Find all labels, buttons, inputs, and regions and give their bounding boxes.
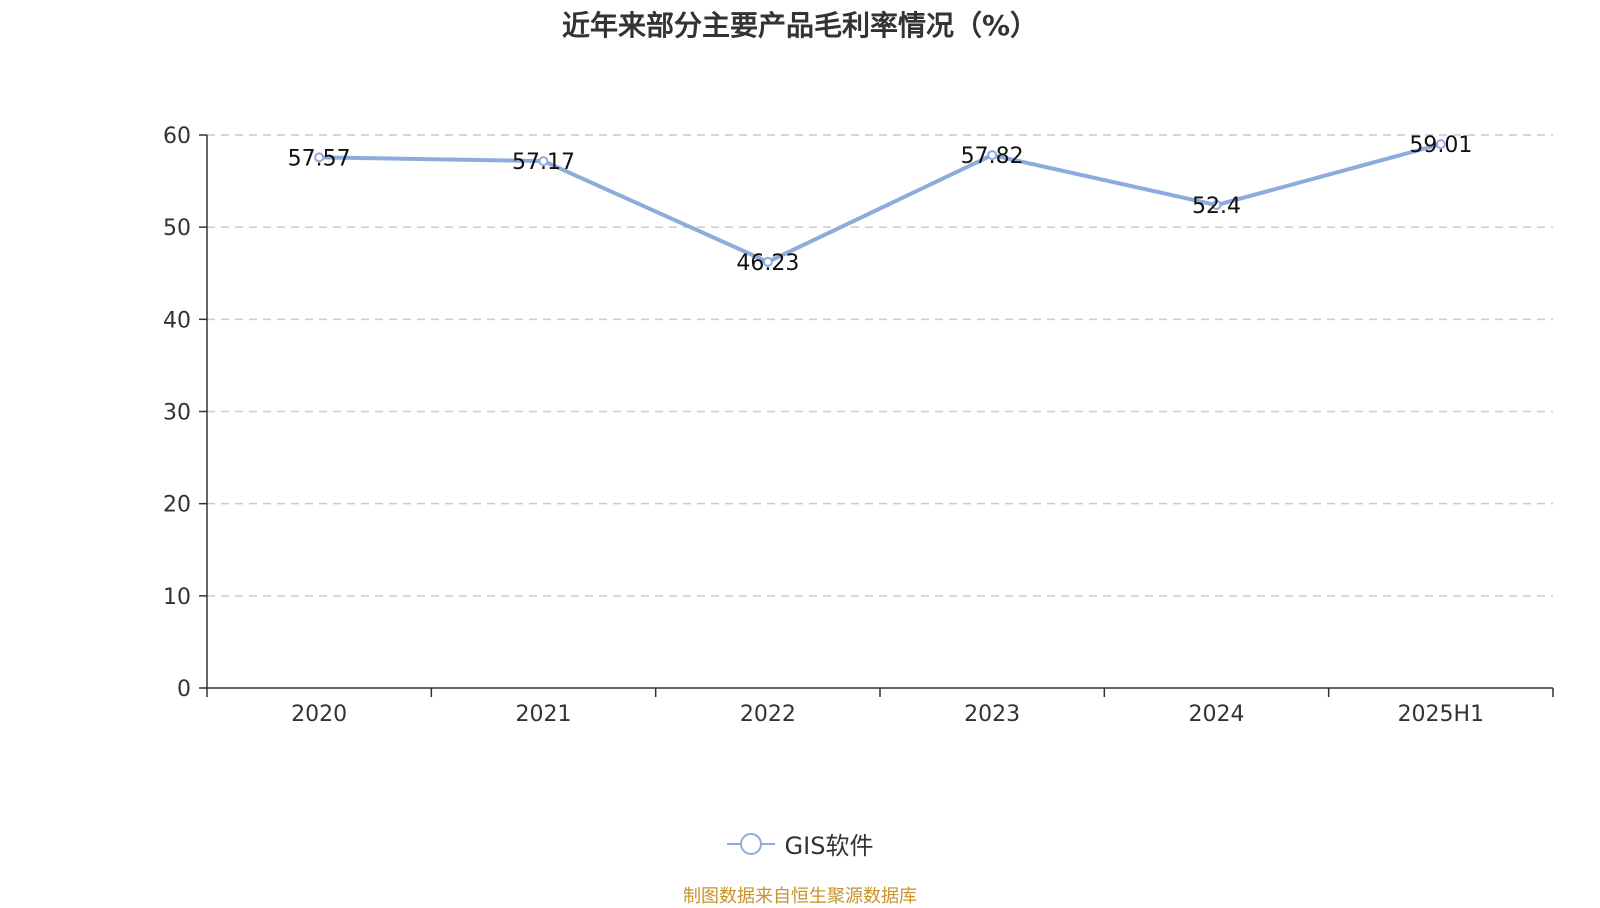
data-label: 57.57 xyxy=(288,146,351,171)
x-tick-label: 2022 xyxy=(740,702,796,727)
data-point xyxy=(314,152,325,163)
chart-title: 近年来部分主要产品毛利率情况（%） xyxy=(561,9,1039,42)
x-tick-label: 2024 xyxy=(1189,702,1245,727)
source-note: 制图数据来自恒生聚源数据库 xyxy=(683,886,917,907)
data-label: 57.82 xyxy=(961,144,1024,169)
y-tick-label: 0 xyxy=(177,677,191,702)
data-label: 46.23 xyxy=(736,251,799,276)
legend-label: GIS软件 xyxy=(784,832,874,860)
x-tick-label: 2020 xyxy=(291,702,347,727)
data-point xyxy=(538,156,549,167)
data-label: 57.17 xyxy=(512,150,575,175)
series-line xyxy=(319,142,1442,264)
data-point xyxy=(987,150,998,161)
y-tick-label: 30 xyxy=(163,401,191,426)
data-point xyxy=(762,256,773,267)
data-label: 52.4 xyxy=(1192,194,1241,219)
y-tick-label: 20 xyxy=(163,493,191,518)
y-tick-label: 10 xyxy=(163,585,191,610)
y-tick-label: 50 xyxy=(163,216,191,241)
y-tick-label: 60 xyxy=(163,124,191,149)
x-tick-label: 2023 xyxy=(964,702,1020,727)
x-tick-label: 2025H1 xyxy=(1398,702,1485,727)
data-label: 59.01 xyxy=(1409,133,1472,158)
y-tick-label: 40 xyxy=(163,308,191,333)
legend[interactable]: GIS软件 xyxy=(0,826,1600,861)
data-point xyxy=(1211,200,1222,211)
data-point xyxy=(1435,139,1446,150)
x-tick-label: 2021 xyxy=(516,702,572,727)
legend-line-marker-icon xyxy=(726,832,775,856)
legend-circle-icon xyxy=(739,832,762,855)
